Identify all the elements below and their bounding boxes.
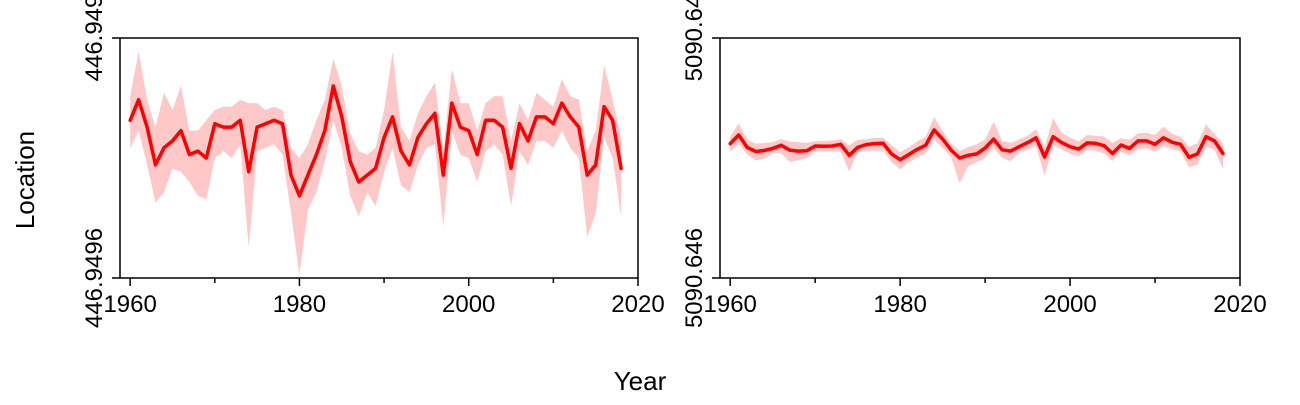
y-tick-label: 5090.646	[681, 228, 708, 328]
confidence-band-1-0	[730, 117, 1223, 184]
x-tick-label: 2020	[1213, 291, 1266, 318]
series-line-0-0	[128, 84, 623, 198]
x-tick-label: 2000	[1043, 291, 1096, 318]
x-tick-label: 2000	[442, 291, 495, 318]
x-tick-label: 1980	[273, 291, 326, 318]
x-tick-label: 1960	[704, 291, 757, 318]
y-tick-label: 446.9496	[81, 228, 108, 328]
y-tick-label: 5090.64	[681, 0, 708, 81]
panel-left: 1960 1980 2000 2020 446.9496 446.949	[81, 0, 665, 328]
plot-frame	[719, 37, 1241, 279]
x-tick-label: 2020	[611, 291, 664, 318]
x-tick-label: 1960	[103, 291, 156, 318]
y-axis-title: Location	[10, 131, 40, 229]
panel-right: 1960 1980 2000 2020 5090.646 5090.64	[681, 0, 1267, 328]
y-tick-label: 446.949	[81, 0, 108, 81]
series-line-1-0	[728, 128, 1225, 162]
x-tick-label: 1980	[873, 291, 926, 318]
plot-frame	[119, 37, 639, 279]
x-axis-title: Year	[614, 366, 667, 396]
